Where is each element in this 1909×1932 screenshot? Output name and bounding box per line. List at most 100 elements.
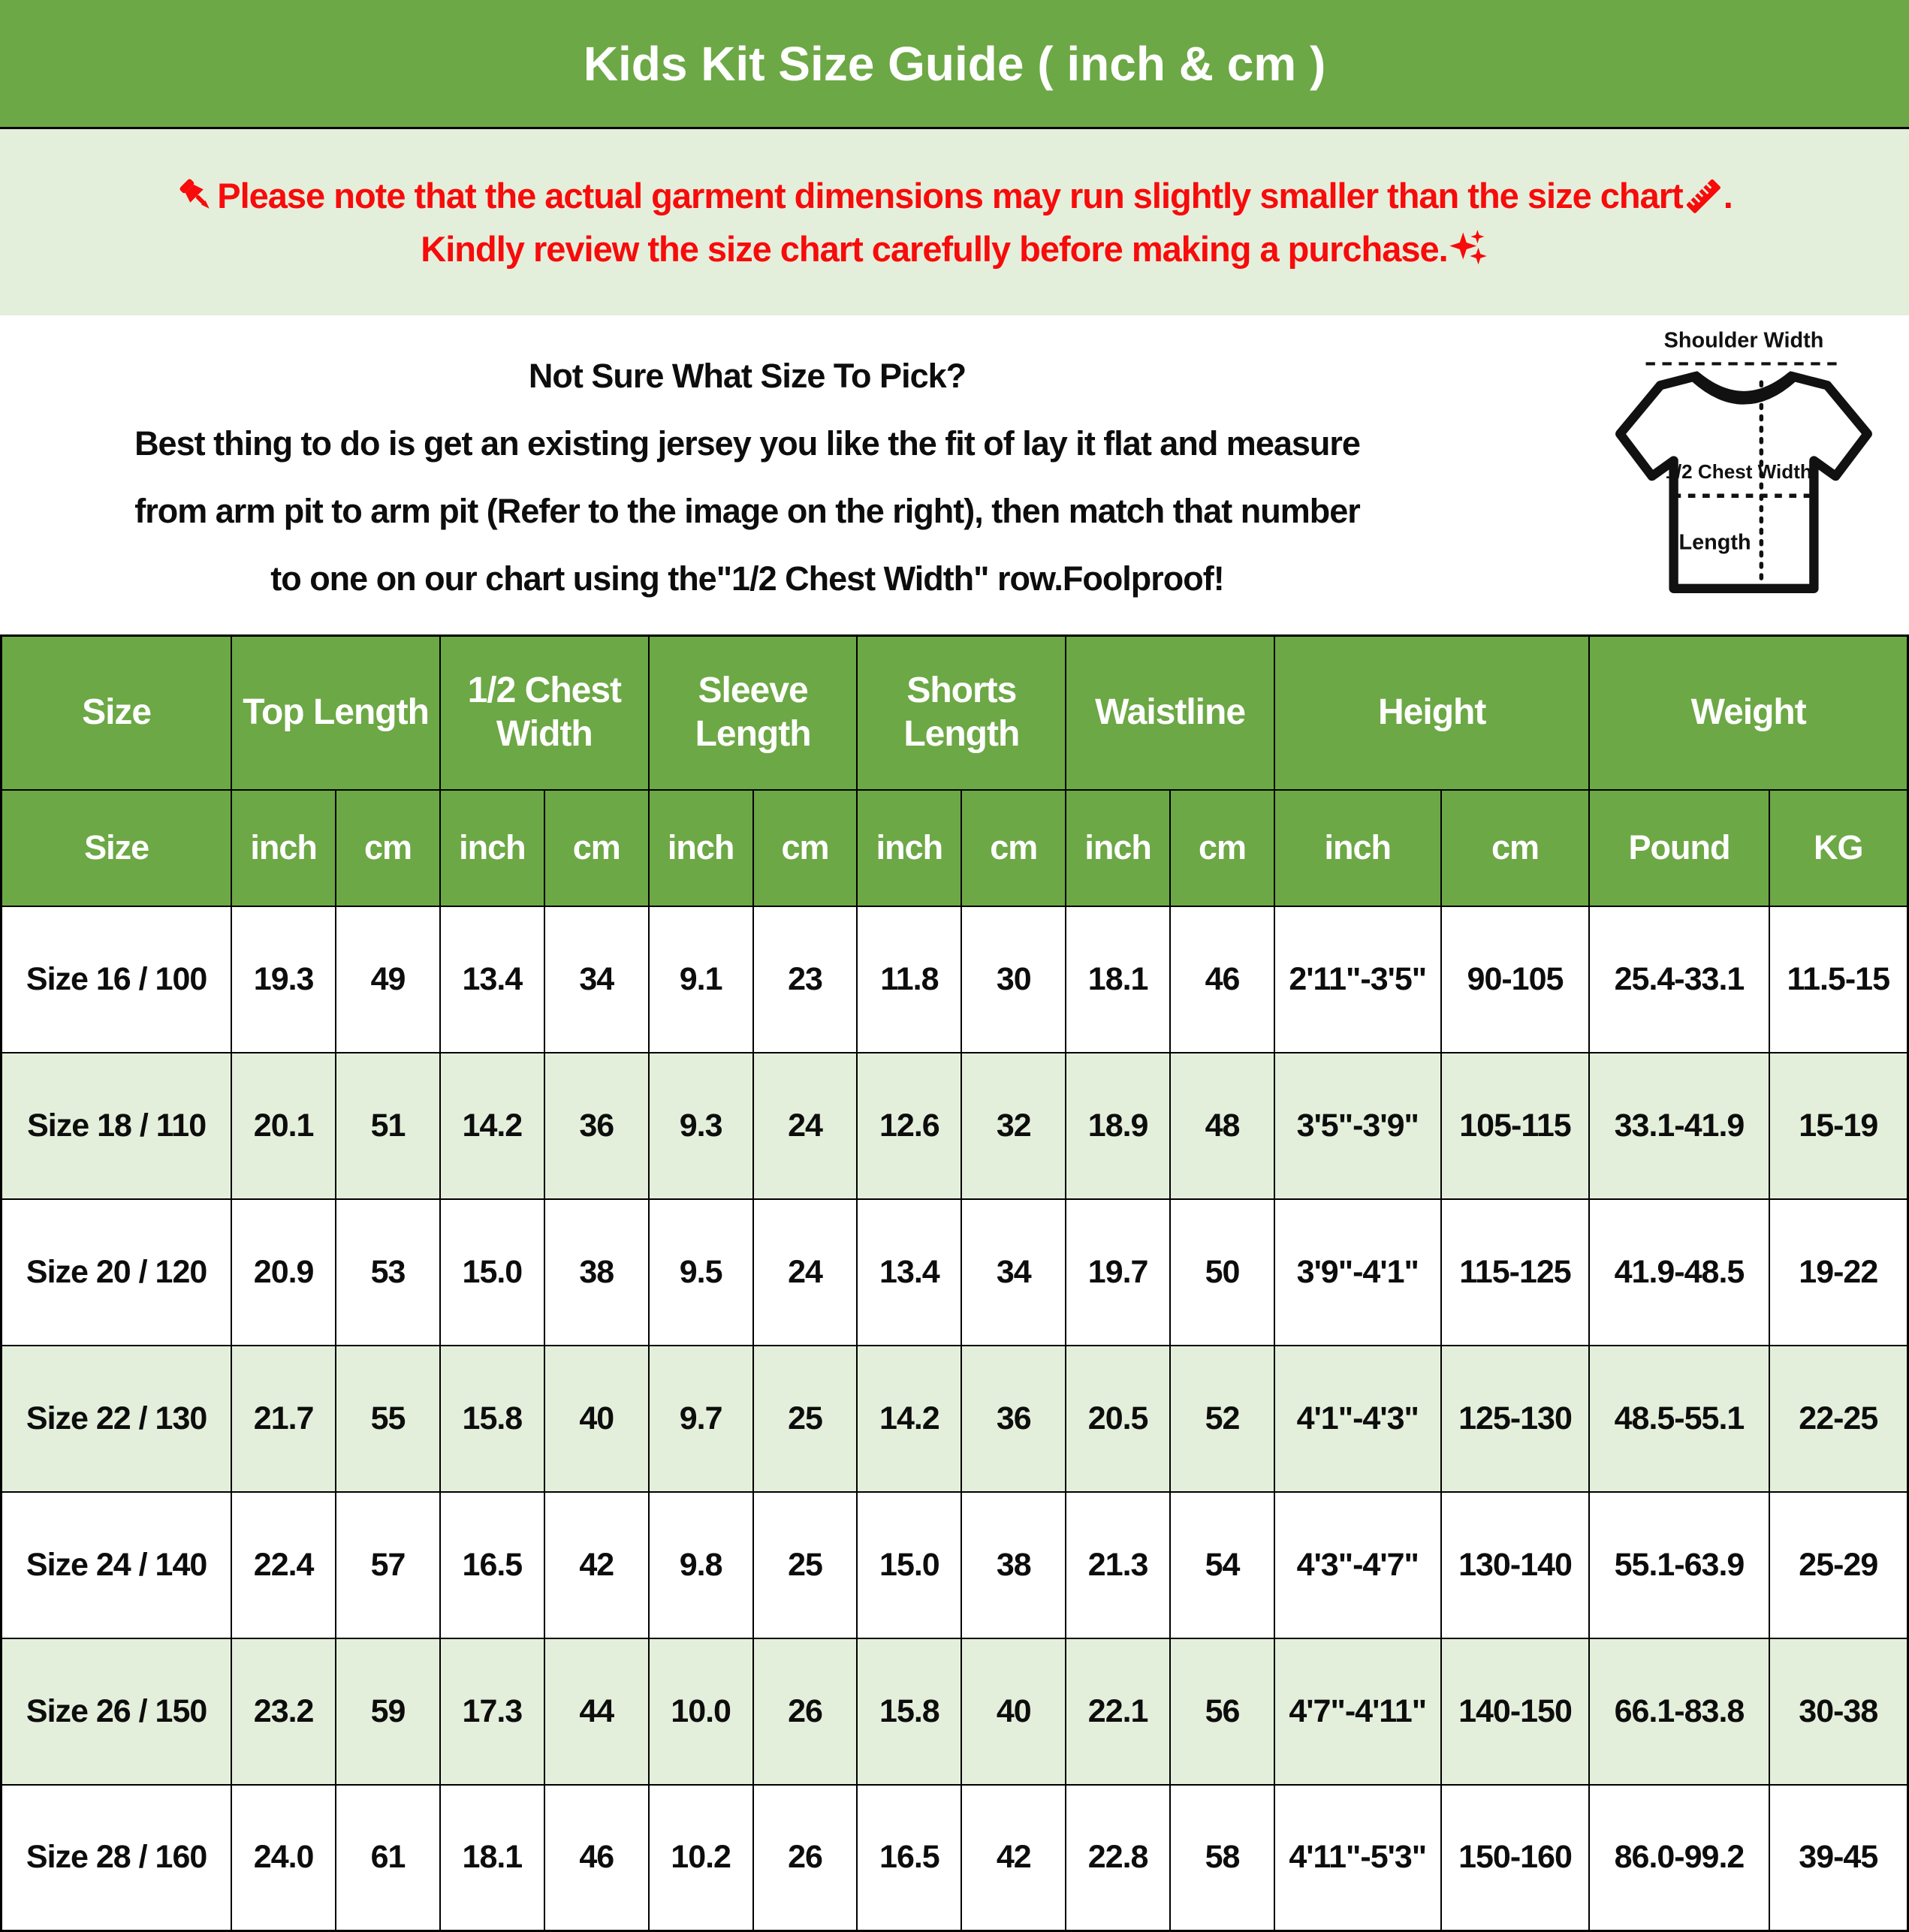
subheader-cell: cm — [961, 788, 1067, 907]
row-value-cell: 11.8 — [856, 905, 963, 1053]
row-value-cell: 9.8 — [647, 1490, 754, 1639]
row-value-cell: 10.0 — [647, 1637, 754, 1786]
row-value-cell: 25 — [752, 1344, 858, 1493]
row-value-cell: 14.2 — [439, 1051, 545, 1200]
subheader-cell: inch — [231, 788, 337, 907]
row-size-label: Size 16 / 100 — [0, 905, 233, 1053]
row-size-label: Size 20 / 120 — [0, 1198, 233, 1346]
table-subheader-row: Size inch cm inch cm inch cm inch cm inc… — [0, 788, 1909, 907]
row-value-cell: 10.2 — [647, 1783, 754, 1932]
row-value-cell: 34 — [961, 1198, 1067, 1346]
sparkles-icon — [1449, 229, 1487, 264]
page-title: Kids Kit Size Guide ( inch & cm ) — [583, 36, 1326, 91]
row-value-cell: 15.8 — [856, 1637, 963, 1786]
row-value-cell: 33.1-41.9 — [1588, 1051, 1770, 1200]
row-value-cell: 9.3 — [647, 1051, 754, 1200]
row-value-cell: 59 — [335, 1637, 441, 1786]
row-value-cell: 2'11"-3'5" — [1273, 905, 1442, 1053]
row-value-cell: 14.2 — [856, 1344, 963, 1493]
row-value-cell: 40 — [543, 1344, 650, 1493]
tshirt-diagram: Shoulder Width 1/2 Chest Width Length — [1615, 328, 1872, 593]
row-value-cell: 24 — [752, 1198, 858, 1346]
info-line-4: to one on our chart using the"1/2 Chest … — [270, 559, 1225, 598]
row-value-cell: 12.6 — [856, 1051, 963, 1200]
row-value-cell: 25.4-33.1 — [1588, 905, 1770, 1053]
shoulder-width-label: Shoulder Width — [1664, 328, 1824, 352]
row-value-cell: 4'1"-4'3" — [1273, 1344, 1442, 1493]
row-value-cell: 11.5-15 — [1768, 905, 1909, 1053]
title-banner: Kids Kit Size Guide ( inch & cm ) — [0, 0, 1909, 129]
row-value-cell: 55.1-63.9 — [1588, 1490, 1770, 1639]
subheader-cell: inch — [439, 788, 545, 907]
row-value-cell: 57 — [335, 1490, 441, 1639]
warning-line-2: Kindly review the size chart carefully b… — [421, 228, 1488, 270]
row-value-cell: 86.0-99.2 — [1588, 1783, 1770, 1932]
row-size-label: Size 22 / 130 — [0, 1344, 233, 1493]
row-value-cell: 26 — [752, 1783, 858, 1932]
row-size-label: Size 28 / 160 — [0, 1783, 233, 1932]
row-value-cell: 38 — [543, 1198, 650, 1346]
row-value-cell: 4'11"-5'3" — [1273, 1783, 1442, 1932]
row-value-cell: 41.9-48.5 — [1588, 1198, 1770, 1346]
row-value-cell: 15.0 — [439, 1198, 545, 1346]
row-value-cell: 19.7 — [1065, 1198, 1172, 1346]
row-value-cell: 18.1 — [439, 1783, 545, 1932]
row-value-cell: 21.7 — [231, 1344, 337, 1493]
row-value-cell: 38 — [961, 1490, 1067, 1639]
subheader-cell: cm — [1440, 788, 1591, 907]
col-group-size: Size — [0, 634, 233, 791]
row-value-cell: 20.1 — [231, 1051, 337, 1200]
warning-line-1: Please note that the actual garment dime… — [176, 175, 1733, 216]
row-value-cell: 50 — [1169, 1198, 1275, 1346]
row-value-cell: 15-19 — [1768, 1051, 1909, 1200]
table-row: Size 18 / 110 20.1 51 14.2 36 9.3 24 12.6 32 18.9… — [0, 1051, 1909, 1200]
row-value-cell: 18.1 — [1065, 905, 1172, 1053]
subheader-cell: inch — [1273, 788, 1442, 907]
row-value-cell: 24 — [752, 1051, 858, 1200]
row-value-cell: 9.7 — [647, 1344, 754, 1493]
row-value-cell: 25 — [752, 1490, 858, 1639]
row-value-cell: 42 — [543, 1490, 650, 1639]
row-value-cell: 20.9 — [231, 1198, 337, 1346]
row-value-cell: 22-25 — [1768, 1344, 1909, 1493]
row-value-cell: 24.0 — [231, 1783, 337, 1932]
row-value-cell: 49 — [335, 905, 441, 1053]
col-group-chest-width: 1/2 Chest Width — [439, 634, 650, 791]
row-value-cell: 54 — [1169, 1490, 1275, 1639]
col-group-top-length: Top Length — [231, 634, 441, 791]
info-line-1: Not Sure What Size To Pick? — [528, 357, 967, 395]
row-value-cell: 18.9 — [1065, 1051, 1172, 1200]
row-value-cell: 51 — [335, 1051, 441, 1200]
subheader-cell: Pound — [1588, 788, 1770, 907]
row-value-cell: 19-22 — [1768, 1198, 1909, 1346]
row-value-cell: 34 — [543, 905, 650, 1053]
row-value-cell: 21.3 — [1065, 1490, 1172, 1639]
subheader-cell: cm — [335, 788, 441, 907]
row-value-cell: 39-45 — [1768, 1783, 1909, 1932]
row-value-cell: 30-38 — [1768, 1637, 1909, 1786]
row-value-cell: 15.8 — [439, 1344, 545, 1493]
subheader-cell: cm — [1169, 788, 1275, 907]
row-value-cell: 4'3"-4'7" — [1273, 1490, 1442, 1639]
table-row: Size 28 / 160 24.0 61 18.1 46 10.2 26 16.5 42 22.… — [0, 1783, 1909, 1932]
subheader-cell: KG — [1768, 788, 1909, 907]
row-value-cell: 125-130 — [1440, 1344, 1591, 1493]
row-value-cell: 32 — [961, 1051, 1067, 1200]
row-value-cell: 48 — [1169, 1051, 1275, 1200]
row-value-cell: 30 — [961, 905, 1067, 1053]
row-value-cell: 56 — [1169, 1637, 1275, 1786]
subheader-cell: cm — [543, 788, 650, 907]
row-value-cell: 61 — [335, 1783, 441, 1932]
size-table: Size Top Length 1/2 Chest Width Sleeve L… — [0, 634, 1909, 1932]
table-row: Size 22 / 130 21.7 55 15.8 40 9.7 25 14.2 36 20.5… — [0, 1344, 1909, 1493]
table-row: Size 20 / 120 20.9 53 15.0 38 9.5 24 13.4 34 19.7… — [0, 1198, 1909, 1346]
ruler-icon — [1686, 179, 1721, 213]
row-value-cell: 46 — [1169, 905, 1275, 1053]
pushpin-icon — [179, 179, 210, 209]
row-value-cell: 36 — [961, 1344, 1067, 1493]
row-size-label: Size 26 / 150 — [0, 1637, 233, 1786]
row-value-cell: 22.1 — [1065, 1637, 1172, 1786]
row-value-cell: 40 — [961, 1637, 1067, 1786]
col-group-height: Height — [1273, 634, 1591, 791]
info-line-3: from arm pit to arm pit (Refer to the im… — [134, 492, 1361, 530]
